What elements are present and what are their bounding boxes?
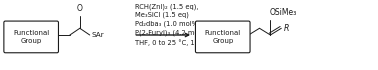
Text: SAr: SAr [91,32,104,38]
FancyBboxPatch shape [4,21,59,53]
Text: R: R [283,24,289,33]
Text: Pd₂dba₃ (1.0 mol%): Pd₂dba₃ (1.0 mol%) [135,21,201,27]
Text: O: O [77,4,83,13]
Text: Functional
Group: Functional Group [204,30,241,44]
FancyBboxPatch shape [195,21,250,53]
Text: Me₃SiCl (1.5 eq): Me₃SiCl (1.5 eq) [135,12,189,18]
Text: RCH(ZnI)₂ (1.5 eq),: RCH(ZnI)₂ (1.5 eq), [135,3,199,10]
Text: OSiMe₃: OSiMe₃ [270,8,297,17]
Text: THF, 0 to 25 °C, 15 min: THF, 0 to 25 °C, 15 min [135,39,214,46]
Text: Functional
Group: Functional Group [13,30,49,44]
Text: P(2-Furyl)₃ (4.2 mol%): P(2-Furyl)₃ (4.2 mol%) [135,29,210,36]
